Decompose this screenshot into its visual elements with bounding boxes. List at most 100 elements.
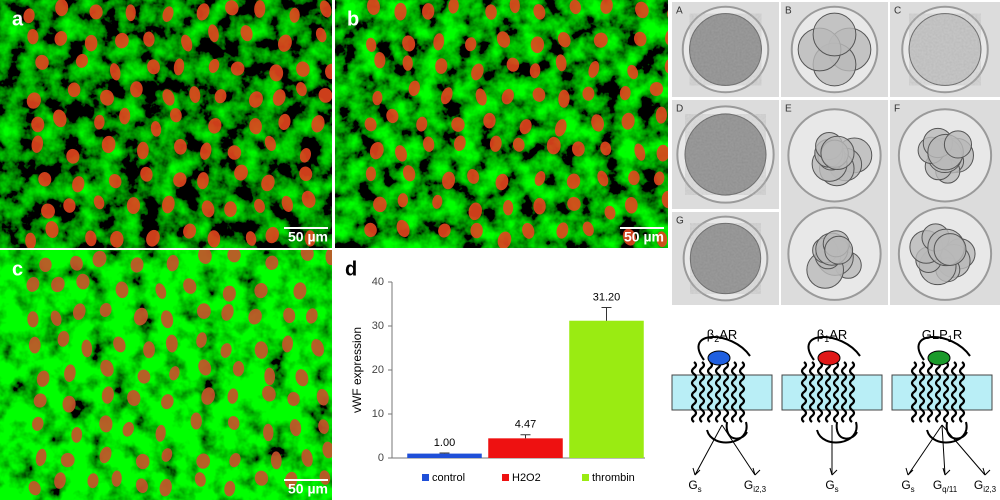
nucleus bbox=[264, 135, 276, 151]
embryo-cell bbox=[672, 100, 779, 209]
nucleus bbox=[198, 359, 212, 376]
nucleus bbox=[111, 470, 122, 487]
legend-label: H2O2 bbox=[512, 472, 541, 484]
nucleus bbox=[442, 171, 456, 190]
nucleus bbox=[555, 54, 567, 72]
nucleus bbox=[27, 311, 39, 328]
micrograph bbox=[0, 250, 332, 500]
nucleus bbox=[194, 472, 206, 487]
nucleus bbox=[653, 171, 665, 186]
embryo-label: C bbox=[894, 6, 901, 17]
nucleus bbox=[588, 61, 600, 78]
nucleus bbox=[26, 92, 41, 109]
nucleus bbox=[635, 1, 649, 19]
nucleus bbox=[135, 453, 150, 470]
n-terminus bbox=[917, 336, 971, 361]
nucleus bbox=[281, 195, 293, 213]
helix bbox=[698, 361, 706, 423]
nucleus bbox=[621, 112, 635, 130]
nucleus bbox=[115, 32, 129, 49]
nucleus bbox=[254, 0, 266, 18]
nucleus bbox=[224, 480, 236, 497]
nucleus bbox=[133, 307, 148, 326]
embryo-label: F bbox=[894, 104, 900, 115]
g-base: G bbox=[974, 478, 983, 492]
embryo-cell bbox=[890, 2, 1000, 97]
nucleus bbox=[71, 427, 83, 443]
error-bar bbox=[439, 452, 450, 454]
nucleus bbox=[364, 222, 377, 238]
nucleus bbox=[569, 0, 581, 15]
nucleus bbox=[408, 80, 420, 97]
nucleus bbox=[162, 89, 175, 106]
nucleus bbox=[319, 470, 331, 485]
g-base: G bbox=[744, 478, 753, 492]
nucleus bbox=[296, 82, 307, 97]
embryo-cell bbox=[672, 212, 779, 305]
blastomere bbox=[812, 12, 857, 57]
nucleus bbox=[453, 135, 466, 152]
helix bbox=[958, 361, 966, 423]
nucleus bbox=[32, 416, 44, 431]
nucleus bbox=[27, 28, 39, 45]
name-part: GLP bbox=[922, 327, 948, 342]
bar bbox=[488, 438, 563, 458]
nucleus bbox=[649, 82, 664, 97]
nucleus bbox=[396, 219, 410, 238]
nucleus bbox=[624, 197, 638, 214]
error-bar bbox=[520, 434, 531, 439]
helix bbox=[730, 361, 738, 423]
nucleus bbox=[196, 303, 211, 319]
nucleus bbox=[254, 341, 268, 359]
nucleus bbox=[582, 221, 594, 237]
nucleus bbox=[300, 250, 314, 261]
nucleus bbox=[41, 203, 55, 219]
helix bbox=[910, 361, 918, 423]
nucleus bbox=[582, 86, 595, 101]
nucleus bbox=[66, 148, 80, 164]
nucleus bbox=[137, 369, 151, 384]
embryo-label: D bbox=[676, 104, 683, 115]
nucleus bbox=[495, 173, 509, 191]
nucleus bbox=[227, 388, 239, 404]
micrograph bbox=[335, 0, 668, 248]
ligand bbox=[707, 350, 731, 366]
name-sub: 1 bbox=[824, 334, 829, 344]
nucleus bbox=[35, 448, 47, 467]
nucleus bbox=[248, 308, 262, 325]
nucleus bbox=[130, 81, 143, 98]
nucleus bbox=[31, 116, 45, 133]
nucleus bbox=[198, 250, 212, 264]
receptor-name: GLP1R bbox=[922, 327, 962, 344]
embryo-cell bbox=[781, 2, 888, 97]
scale-bar bbox=[284, 227, 328, 229]
nucleus bbox=[554, 119, 567, 137]
legend-swatch bbox=[502, 474, 509, 481]
nucleus bbox=[448, 0, 459, 14]
nucleus bbox=[571, 141, 585, 157]
nucleus bbox=[126, 197, 141, 215]
nucleus bbox=[289, 419, 302, 437]
nucleus bbox=[282, 335, 293, 353]
nucleus bbox=[70, 255, 83, 271]
nucleus bbox=[665, 29, 668, 46]
helix bbox=[738, 361, 746, 423]
nucleus bbox=[402, 35, 416, 52]
nucleus bbox=[181, 34, 193, 52]
panel-label: a bbox=[12, 8, 24, 30]
name-part: R bbox=[953, 327, 962, 342]
nucleus bbox=[197, 172, 209, 190]
nucleus bbox=[122, 421, 134, 437]
nucleus bbox=[234, 164, 248, 181]
g-base: G bbox=[825, 478, 834, 492]
nucleus bbox=[509, 0, 520, 14]
nucleus bbox=[227, 145, 242, 160]
nucleus bbox=[227, 250, 241, 263]
value-label: 1.00 bbox=[434, 437, 455, 449]
nucleus bbox=[316, 388, 329, 406]
nucleus bbox=[183, 278, 197, 294]
nucleus bbox=[533, 197, 546, 215]
nucleus bbox=[220, 343, 232, 358]
nucleus bbox=[451, 117, 465, 132]
nucleus bbox=[207, 230, 221, 248]
